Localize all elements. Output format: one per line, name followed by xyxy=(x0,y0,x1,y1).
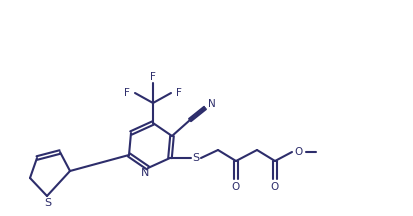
Text: O: O xyxy=(231,182,240,192)
Text: F: F xyxy=(124,88,130,98)
Text: F: F xyxy=(150,72,156,82)
Text: S: S xyxy=(44,198,52,208)
Text: N: N xyxy=(208,99,215,109)
Text: O: O xyxy=(270,182,278,192)
Text: S: S xyxy=(192,153,199,163)
Text: N: N xyxy=(140,168,149,178)
Text: F: F xyxy=(176,88,181,98)
Text: O: O xyxy=(294,147,302,157)
